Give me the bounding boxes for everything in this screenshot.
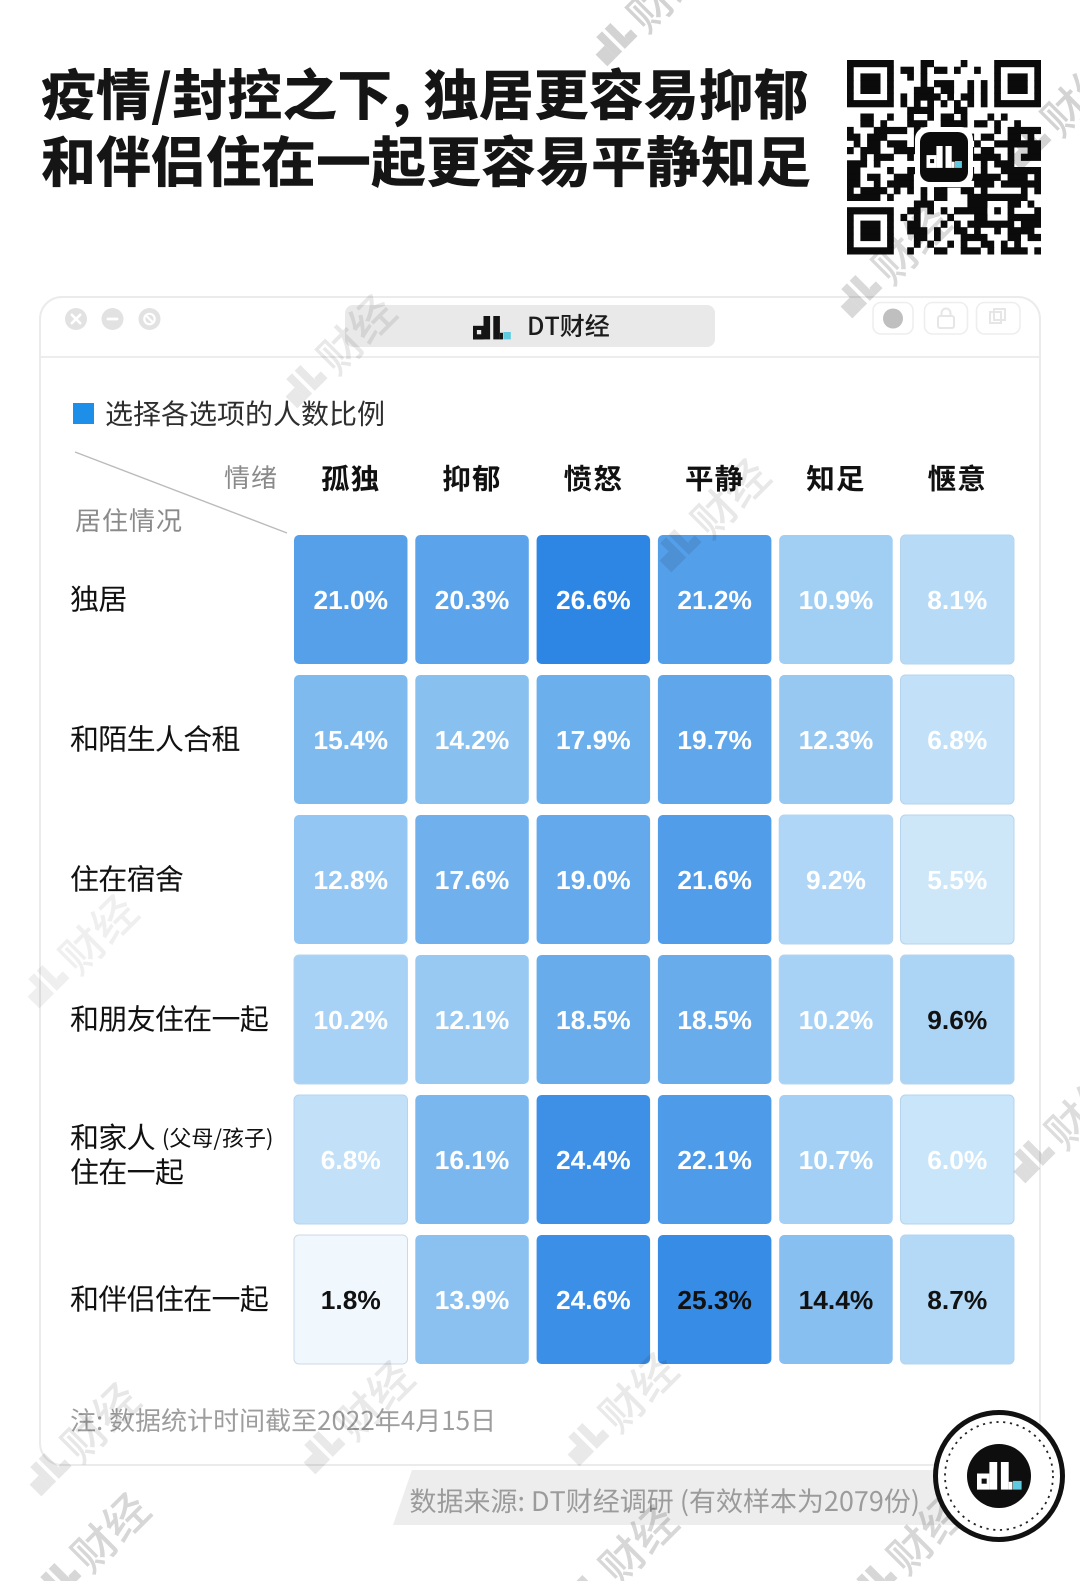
- svg-text:17.9%: 17.9%: [556, 725, 631, 755]
- svg-text:19.0%: 19.0%: [556, 865, 631, 895]
- svg-text:6.8%: 6.8%: [927, 725, 987, 755]
- svg-text:12.1%: 12.1%: [435, 1005, 510, 1035]
- svg-text:13.9%: 13.9%: [435, 1285, 510, 1315]
- svg-text:18.5%: 18.5%: [556, 1005, 631, 1035]
- svg-text:24.6%: 24.6%: [556, 1285, 631, 1315]
- svg-text:18.5%: 18.5%: [677, 1005, 752, 1035]
- svg-text:12.8%: 12.8%: [313, 865, 388, 895]
- svg-text:10.2%: 10.2%: [313, 1005, 388, 1035]
- svg-text:8.7%: 8.7%: [927, 1285, 987, 1315]
- svg-text:24.4%: 24.4%: [556, 1145, 631, 1175]
- svg-text:17.6%: 17.6%: [435, 865, 510, 895]
- svg-text:5.5%: 5.5%: [927, 865, 987, 895]
- svg-text:10.9%: 10.9%: [799, 585, 874, 615]
- svg-text:6.0%: 6.0%: [927, 1145, 987, 1175]
- svg-text:12.3%: 12.3%: [799, 725, 874, 755]
- svg-text:19.7%: 19.7%: [677, 725, 752, 755]
- svg-text:9.2%: 9.2%: [806, 865, 866, 895]
- svg-text:20.3%: 20.3%: [435, 585, 510, 615]
- svg-text:6.8%: 6.8%: [321, 1145, 381, 1175]
- svg-text:15.4%: 15.4%: [313, 725, 388, 755]
- svg-text:16.1%: 16.1%: [435, 1145, 510, 1175]
- svg-text:14.2%: 14.2%: [435, 725, 510, 755]
- svg-text:10.7%: 10.7%: [799, 1145, 874, 1175]
- svg-text:1.8%: 1.8%: [321, 1285, 381, 1315]
- svg-text:9.6%: 9.6%: [927, 1005, 987, 1035]
- svg-text:25.3%: 25.3%: [677, 1285, 752, 1315]
- svg-text:8.1%: 8.1%: [927, 585, 987, 615]
- svg-text:21.6%: 21.6%: [677, 865, 752, 895]
- svg-text:10.2%: 10.2%: [799, 1005, 874, 1035]
- svg-text:26.6%: 26.6%: [556, 585, 631, 615]
- svg-text:21.0%: 21.0%: [313, 585, 388, 615]
- svg-text:22.1%: 22.1%: [677, 1145, 752, 1175]
- svg-text:21.2%: 21.2%: [677, 585, 752, 615]
- svg-text:14.4%: 14.4%: [799, 1285, 874, 1315]
